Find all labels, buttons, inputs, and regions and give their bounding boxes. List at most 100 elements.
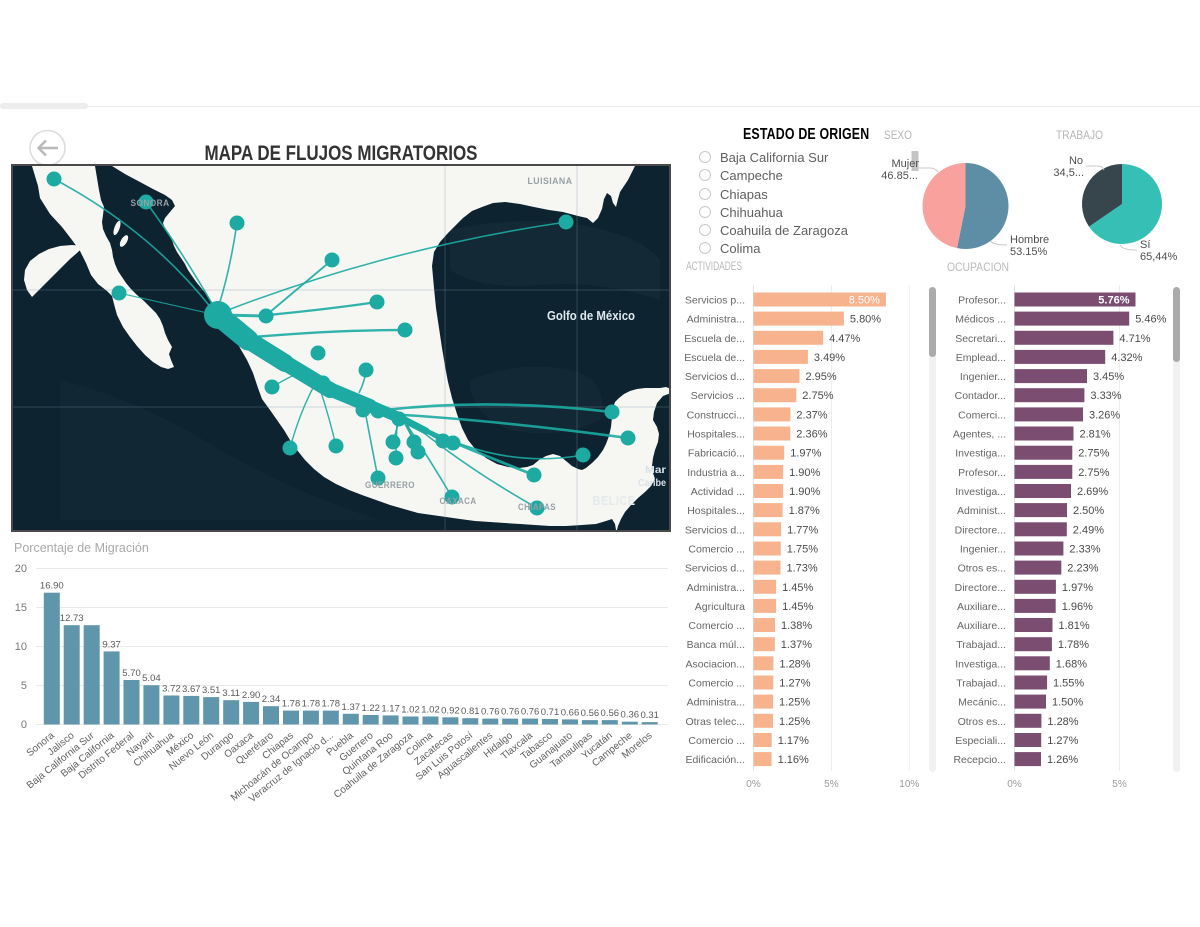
svg-text:Servicios d...: Servicios d... bbox=[685, 524, 745, 536]
svg-text:0%: 0% bbox=[746, 779, 761, 790]
svg-text:Caribe: Caribe bbox=[638, 477, 666, 489]
svg-text:0.66: 0.66 bbox=[561, 707, 580, 718]
svg-text:1.38%: 1.38% bbox=[781, 620, 812, 632]
svg-text:Secretari...: Secretari... bbox=[955, 333, 1006, 345]
svg-text:Profesor...: Profesor... bbox=[958, 295, 1006, 307]
svg-text:OCUPACION: OCUPACION bbox=[947, 262, 1009, 274]
svg-text:Comerci...: Comerci... bbox=[958, 409, 1006, 421]
svg-text:Administ...: Administ... bbox=[957, 505, 1006, 517]
svg-text:Comercio ...: Comercio ... bbox=[688, 678, 745, 690]
svg-text:0.31: 0.31 bbox=[640, 710, 659, 721]
svg-text:LUISIANA: LUISIANA bbox=[528, 176, 573, 187]
svg-text:Comercio ...: Comercio ... bbox=[688, 735, 745, 747]
svg-text:1.27%: 1.27% bbox=[1047, 735, 1078, 747]
svg-text:3.49%: 3.49% bbox=[814, 352, 845, 364]
svg-text:3.33%: 3.33% bbox=[1090, 390, 1121, 402]
svg-text:BELICE: BELICE bbox=[593, 494, 636, 508]
svg-text:5.80%: 5.80% bbox=[850, 314, 881, 326]
svg-text:Directore...: Directore... bbox=[955, 582, 1006, 594]
svg-text:SONORA: SONORA bbox=[131, 198, 170, 209]
svg-text:0.76: 0.76 bbox=[481, 707, 500, 718]
svg-text:Escuela de...: Escuela de... bbox=[684, 352, 745, 364]
svg-text:Hospitales...: Hospitales... bbox=[687, 429, 745, 441]
svg-text:2.90: 2.90 bbox=[242, 690, 261, 701]
svg-text:1.37: 1.37 bbox=[342, 702, 361, 713]
svg-text:5.46%: 5.46% bbox=[1135, 314, 1166, 326]
svg-text:16.90: 16.90 bbox=[40, 581, 64, 592]
svg-text:Investiga...: Investiga... bbox=[955, 658, 1006, 670]
svg-text:1.45%: 1.45% bbox=[782, 582, 813, 594]
svg-text:Investiga...: Investiga... bbox=[955, 486, 1006, 498]
svg-text:10: 10 bbox=[15, 641, 27, 653]
svg-text:Mujer: Mujer bbox=[891, 158, 919, 170]
svg-text:Servicios d...: Servicios d... bbox=[685, 371, 745, 383]
svg-text:Recepcio...: Recepcio... bbox=[953, 754, 1006, 766]
svg-text:1.90%: 1.90% bbox=[789, 486, 820, 498]
svg-text:2.95%: 2.95% bbox=[806, 371, 837, 383]
svg-text:0.56: 0.56 bbox=[601, 708, 620, 719]
svg-text:1.96%: 1.96% bbox=[1062, 601, 1093, 613]
svg-text:53.15%: 53.15% bbox=[1010, 246, 1048, 258]
svg-text:1.68%: 1.68% bbox=[1056, 658, 1087, 670]
svg-text:1.37%: 1.37% bbox=[781, 639, 812, 651]
svg-text:3.72: 3.72 bbox=[162, 684, 181, 695]
svg-text:0.76: 0.76 bbox=[501, 707, 520, 718]
svg-text:4.71%: 4.71% bbox=[1119, 333, 1150, 345]
svg-text:1.25%: 1.25% bbox=[779, 697, 810, 709]
svg-text:Hospitales...: Hospitales... bbox=[687, 505, 745, 517]
svg-text:1.28%: 1.28% bbox=[779, 658, 810, 670]
svg-text:34,5...: 34,5... bbox=[1053, 167, 1084, 179]
svg-text:2.36%: 2.36% bbox=[796, 429, 827, 441]
svg-text:4.32%: 4.32% bbox=[1111, 352, 1142, 364]
svg-text:Emplead...: Emplead... bbox=[956, 352, 1006, 364]
svg-text:1.78: 1.78 bbox=[322, 699, 341, 710]
svg-text:1.50%: 1.50% bbox=[1052, 697, 1083, 709]
svg-text:0%: 0% bbox=[1007, 779, 1022, 790]
svg-text:1.22: 1.22 bbox=[361, 703, 380, 714]
svg-text:Comercio ...: Comercio ... bbox=[688, 620, 745, 632]
svg-text:1.26%: 1.26% bbox=[1047, 754, 1078, 766]
svg-text:Hombre: Hombre bbox=[1010, 234, 1049, 246]
svg-text:2.50%: 2.50% bbox=[1073, 505, 1104, 517]
svg-text:2.37%: 2.37% bbox=[796, 409, 827, 421]
svg-text:2.23%: 2.23% bbox=[1067, 563, 1098, 575]
svg-text:2.33%: 2.33% bbox=[1069, 544, 1100, 556]
svg-text:1.55%: 1.55% bbox=[1053, 678, 1084, 690]
svg-text:0: 0 bbox=[21, 719, 27, 731]
svg-text:0.76: 0.76 bbox=[521, 707, 540, 718]
svg-text:9.37: 9.37 bbox=[102, 639, 121, 650]
svg-text:1.45%: 1.45% bbox=[782, 601, 813, 613]
svg-text:Profesor...: Profesor... bbox=[958, 467, 1006, 479]
svg-text:1.75%: 1.75% bbox=[787, 544, 818, 556]
svg-text:Otras telec...: Otras telec... bbox=[685, 716, 745, 728]
svg-text:Asociacion...: Asociacion... bbox=[685, 658, 745, 670]
svg-text:2.75%: 2.75% bbox=[1078, 448, 1109, 460]
svg-text:2.49%: 2.49% bbox=[1073, 524, 1104, 536]
svg-text:1.78: 1.78 bbox=[282, 699, 301, 710]
svg-text:20: 20 bbox=[15, 563, 27, 575]
svg-text:0.36: 0.36 bbox=[621, 710, 640, 721]
svg-text:3.51: 3.51 bbox=[202, 685, 221, 696]
svg-text:Administra...: Administra... bbox=[687, 697, 745, 709]
svg-text:Trabajad...: Trabajad... bbox=[956, 678, 1006, 690]
svg-text:Servicios p...: Servicios p... bbox=[685, 295, 745, 307]
svg-text:Sí: Sí bbox=[1140, 239, 1150, 251]
svg-text:5: 5 bbox=[21, 680, 27, 692]
svg-text:Ingenier...: Ingenier... bbox=[960, 544, 1006, 556]
svg-text:Mecánic...: Mecánic... bbox=[958, 697, 1006, 709]
svg-text:0.56: 0.56 bbox=[581, 708, 600, 719]
svg-text:5%: 5% bbox=[1112, 779, 1127, 790]
svg-text:3.11: 3.11 bbox=[222, 688, 240, 699]
svg-text:3.45%: 3.45% bbox=[1093, 371, 1124, 383]
svg-text:0.92: 0.92 bbox=[441, 705, 460, 716]
svg-text:1.25%: 1.25% bbox=[779, 716, 810, 728]
svg-text:Agricultura: Agricultura bbox=[695, 601, 745, 613]
svg-text:Edificación...: Edificación... bbox=[685, 754, 745, 766]
svg-text:3.67: 3.67 bbox=[182, 684, 201, 695]
svg-text:1.27%: 1.27% bbox=[779, 678, 810, 690]
svg-text:5.70: 5.70 bbox=[122, 668, 141, 679]
svg-text:65,44%: 65,44% bbox=[1140, 251, 1178, 263]
svg-text:1.28%: 1.28% bbox=[1047, 716, 1078, 728]
svg-text:Directore...: Directore... bbox=[955, 524, 1006, 536]
svg-text:1.77%: 1.77% bbox=[787, 524, 818, 536]
